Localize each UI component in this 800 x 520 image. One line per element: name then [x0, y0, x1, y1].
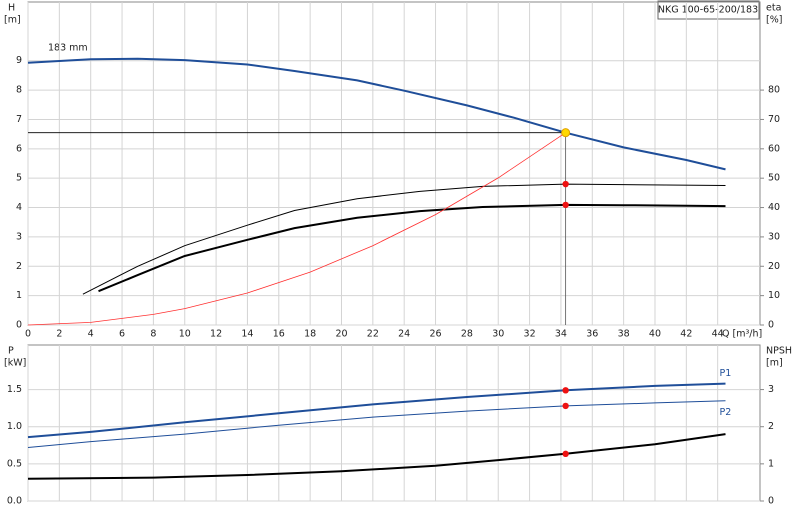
x-tick-label: 40 [649, 329, 661, 340]
duty-point [561, 128, 571, 138]
duty-point [562, 201, 569, 209]
x-tick-label: 32 [524, 329, 536, 340]
y2-axis-unit: [m] [766, 358, 783, 369]
y2-tick-label: 2 [768, 421, 774, 432]
model-box [657, 0, 760, 20]
curve [27, 132, 566, 326]
plot-frame [27, 1, 761, 326]
x-tick-label: 44 [712, 329, 724, 340]
x-tick-label: 18 [304, 329, 316, 340]
y2-tick-label: 1 [768, 458, 774, 469]
y2-tick-label: 30 [768, 231, 780, 242]
y-tick-label: 7 [16, 114, 22, 125]
y2-tick-label: 60 [768, 143, 780, 154]
y2-tick-label: 0 [768, 320, 774, 331]
y-tick-label: 1.5 [7, 384, 22, 395]
y2-tick-label: 80 [768, 85, 780, 96]
x-tick-label: 28 [461, 329, 473, 340]
x-tick-label: 30 [492, 329, 504, 340]
curve [27, 382, 726, 439]
x-tick-label: 8 [150, 329, 156, 340]
y2-axis-unit: [%] [766, 15, 782, 26]
x-tick-label: 0 [25, 329, 31, 340]
y-tick-label: 0.5 [7, 458, 22, 469]
impeller-annotation: 183 mm [48, 43, 88, 54]
x-tick-label: 34 [555, 329, 567, 340]
x-tick-label: 36 [586, 329, 598, 340]
x-tick-label: 16 [273, 329, 285, 340]
x-tick-label: 42 [680, 329, 692, 340]
series-label: P2 [720, 407, 732, 418]
y-axis-label: P [8, 346, 14, 357]
y-tick-label: 4 [16, 202, 22, 213]
duty-point [562, 450, 569, 458]
curve [82, 183, 726, 295]
y-axis-unit: [kW] [4, 358, 26, 369]
y2-tick-label: 10 [768, 290, 780, 301]
y2-tick-label: 40 [768, 202, 780, 213]
duty-point [562, 402, 569, 410]
curve [27, 433, 726, 480]
x-tick-label: 26 [429, 329, 441, 340]
x-tick-label: 20 [335, 329, 347, 340]
y-axis-unit: [m] [4, 15, 21, 26]
x-tick-label: 24 [398, 329, 410, 340]
curve [98, 203, 726, 293]
y-tick-label: 1 [16, 290, 22, 301]
y-tick-label: 6 [16, 143, 22, 154]
duty-point [562, 180, 569, 188]
y-tick-label: 5 [16, 173, 22, 184]
y-tick-label: 0.0 [7, 496, 22, 507]
x-tick-label: 14 [241, 329, 253, 340]
y2-tick-label: 70 [768, 114, 780, 125]
y-tick-label: 2 [16, 261, 22, 272]
y-tick-label: 8 [16, 85, 22, 96]
x-tick-label: 6 [119, 329, 125, 340]
x-tick-label: 12 [210, 329, 222, 340]
y-tick-label: 9 [16, 55, 22, 66]
curve [27, 57, 726, 171]
y2-axis-label: NPSH [766, 346, 792, 357]
curve [27, 400, 726, 448]
x-axis-label: Q [m³/h] [722, 329, 762, 340]
y2-axis-label: eta [766, 3, 781, 14]
model-label: NKG 100-65-200/183 [658, 5, 758, 16]
x-tick-label: 10 [179, 329, 191, 340]
y2-tick-label: 0 [768, 496, 774, 507]
x-tick-label: 4 [88, 329, 94, 340]
y2-tick-label: 20 [768, 261, 780, 272]
y-tick-label: 1.0 [7, 421, 22, 432]
x-tick-label: 22 [367, 329, 379, 340]
y-tick-label: 3 [16, 231, 22, 242]
y-tick-label: 0 [16, 320, 22, 331]
series-label: P1 [720, 368, 732, 379]
duty-point [562, 387, 569, 394]
x-tick-label: 2 [56, 329, 62, 340]
y2-tick-label: 3 [768, 384, 774, 395]
x-tick-label: 38 [618, 329, 630, 340]
y-axis-label: H [8, 3, 15, 14]
y2-tick-label: 50 [768, 173, 780, 184]
